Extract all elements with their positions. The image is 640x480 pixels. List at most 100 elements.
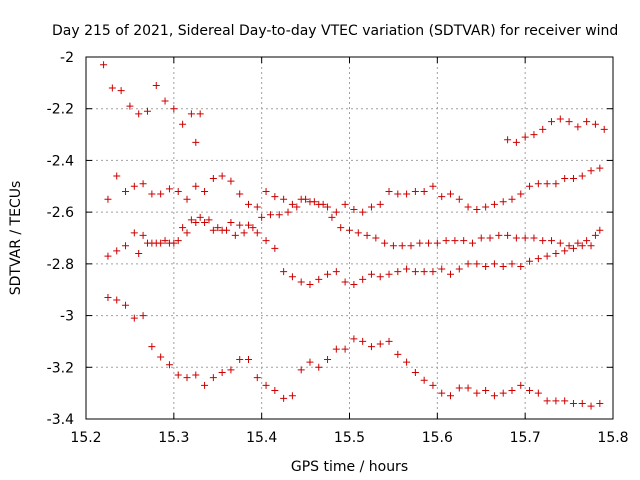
data-point bbox=[143, 239, 151, 247]
data-point bbox=[227, 366, 235, 374]
data-point bbox=[385, 187, 393, 195]
data-point bbox=[170, 105, 178, 113]
data-point bbox=[100, 61, 108, 69]
data-point bbox=[319, 200, 327, 208]
data-point bbox=[578, 242, 586, 250]
data-point bbox=[179, 120, 187, 128]
data-point bbox=[262, 187, 270, 195]
data-point bbox=[271, 387, 279, 395]
data-point bbox=[328, 213, 336, 221]
data-point bbox=[569, 175, 577, 183]
x-tick-label: 15.2 bbox=[70, 430, 101, 446]
data-point bbox=[504, 136, 512, 144]
data-point bbox=[288, 200, 296, 208]
data-point bbox=[578, 172, 586, 180]
data-point bbox=[315, 275, 323, 283]
data-point bbox=[201, 187, 209, 195]
data-point bbox=[223, 226, 231, 234]
data-point bbox=[341, 278, 349, 286]
data-point bbox=[569, 399, 577, 407]
data-point bbox=[451, 237, 459, 245]
data-point bbox=[122, 242, 130, 250]
data-point bbox=[174, 237, 182, 245]
data-point bbox=[113, 172, 121, 180]
data-point bbox=[486, 234, 494, 242]
data-point bbox=[591, 120, 599, 128]
data-point bbox=[201, 218, 209, 226]
data-point bbox=[429, 268, 437, 276]
data-point bbox=[526, 257, 534, 265]
data-point bbox=[205, 216, 213, 224]
data-point bbox=[236, 190, 244, 198]
data-point bbox=[280, 268, 288, 276]
data-point bbox=[192, 371, 200, 379]
data-point bbox=[332, 345, 340, 353]
data-point bbox=[403, 265, 411, 273]
data-point bbox=[530, 131, 538, 139]
data-point bbox=[152, 239, 160, 247]
data-point bbox=[433, 239, 441, 247]
data-point bbox=[394, 268, 402, 276]
data-point bbox=[152, 81, 160, 89]
data-point bbox=[244, 221, 252, 229]
series-d bbox=[104, 218, 604, 289]
data-point bbox=[561, 397, 569, 405]
data-point bbox=[420, 376, 428, 384]
data-point bbox=[157, 190, 165, 198]
x-tick-label: 15.6 bbox=[422, 430, 453, 446]
data-point bbox=[130, 314, 138, 322]
data-point bbox=[411, 368, 419, 376]
data-point bbox=[499, 198, 507, 206]
data-point bbox=[253, 374, 261, 382]
data-point bbox=[455, 195, 463, 203]
data-point bbox=[266, 211, 274, 219]
data-point bbox=[192, 182, 200, 190]
data-point bbox=[209, 226, 217, 234]
data-point bbox=[490, 392, 498, 400]
data-point bbox=[337, 224, 345, 232]
data-point bbox=[534, 389, 542, 397]
data-point bbox=[174, 187, 182, 195]
data-point bbox=[236, 356, 244, 364]
data-point bbox=[429, 182, 437, 190]
data-point bbox=[504, 231, 512, 239]
series-e bbox=[135, 195, 599, 258]
series-a-extra bbox=[192, 138, 200, 146]
data-point bbox=[161, 237, 169, 245]
data-point bbox=[271, 193, 279, 201]
data-point bbox=[183, 195, 191, 203]
data-point bbox=[530, 234, 538, 242]
data-point bbox=[280, 394, 288, 402]
data-point bbox=[596, 164, 604, 172]
data-point bbox=[565, 242, 573, 250]
data-point bbox=[324, 270, 332, 278]
data-point bbox=[499, 262, 507, 270]
data-point bbox=[113, 296, 121, 304]
data-point bbox=[359, 275, 367, 283]
data-point bbox=[143, 107, 151, 115]
data-point bbox=[187, 110, 195, 118]
y-tick-label: -2.6 bbox=[47, 205, 74, 221]
data-point bbox=[376, 340, 384, 348]
data-point bbox=[341, 200, 349, 208]
data-point bbox=[517, 190, 525, 198]
data-point bbox=[367, 203, 375, 211]
data-point bbox=[394, 190, 402, 198]
y-tick-label: -3 bbox=[60, 309, 74, 325]
data-point bbox=[517, 262, 525, 270]
data-point bbox=[521, 234, 529, 242]
data-point bbox=[196, 110, 204, 118]
data-point bbox=[543, 252, 551, 260]
data-point bbox=[187, 216, 195, 224]
data-point bbox=[583, 118, 591, 126]
data-point bbox=[376, 273, 384, 281]
data-point bbox=[157, 353, 165, 361]
y-tick-label: -3.4 bbox=[47, 412, 74, 428]
data-point bbox=[473, 206, 481, 214]
data-point bbox=[565, 118, 573, 126]
data-point bbox=[139, 231, 147, 239]
data-point bbox=[447, 270, 455, 278]
y-tick-label: -2 bbox=[60, 50, 74, 66]
data-point bbox=[130, 229, 138, 237]
